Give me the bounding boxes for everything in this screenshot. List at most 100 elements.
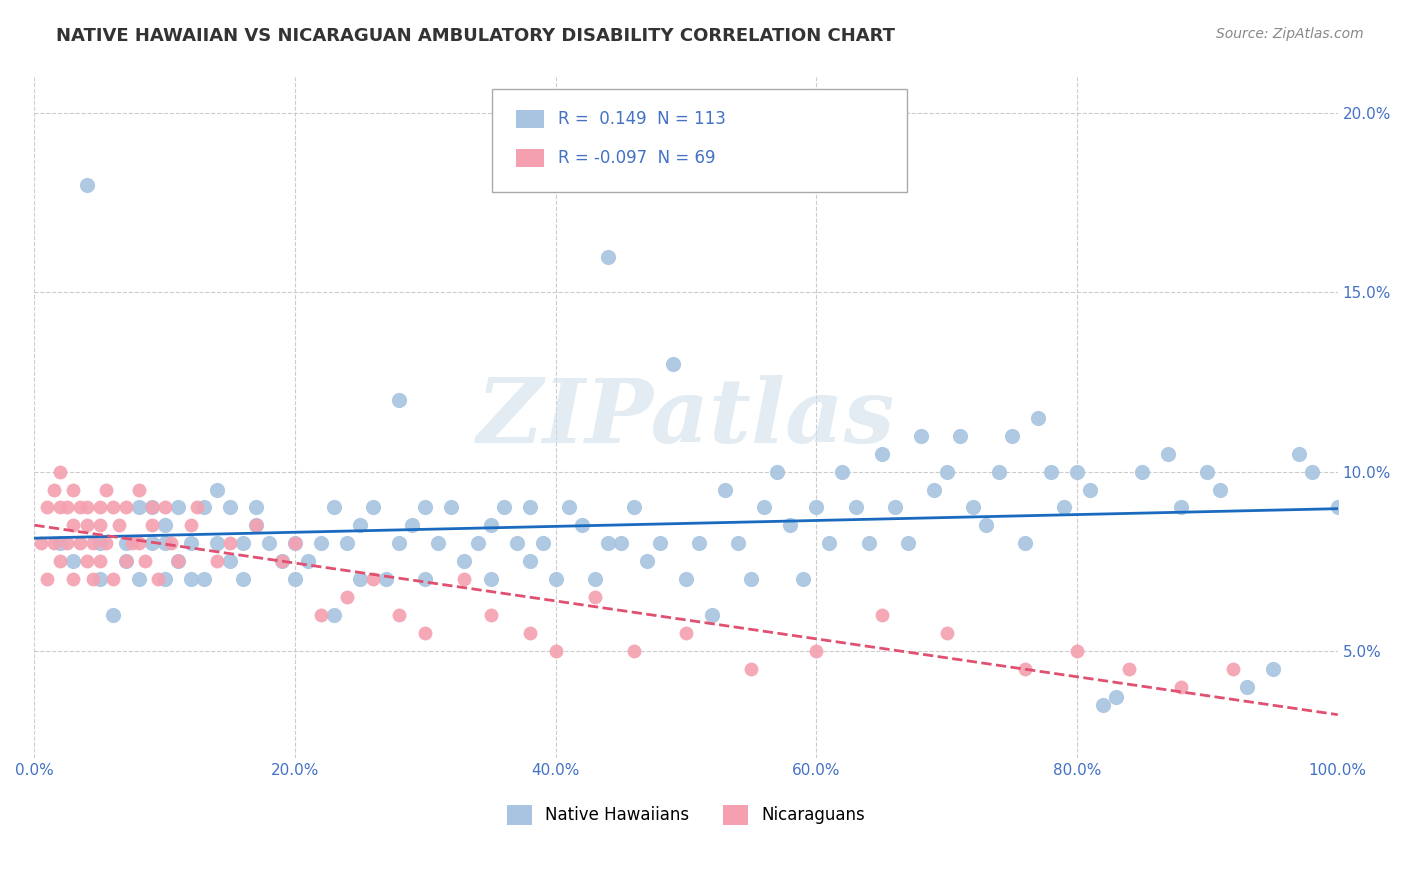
Point bbox=[623, 644, 645, 658]
Point bbox=[94, 536, 117, 550]
Point bbox=[245, 518, 267, 533]
Point bbox=[1014, 662, 1036, 676]
Point bbox=[1261, 662, 1284, 676]
Point bbox=[141, 500, 163, 515]
Point bbox=[232, 536, 254, 550]
Point bbox=[76, 518, 98, 533]
Point bbox=[388, 607, 411, 622]
Point bbox=[232, 572, 254, 586]
Point bbox=[935, 465, 957, 479]
Point bbox=[1130, 465, 1153, 479]
Point bbox=[415, 500, 437, 515]
Point bbox=[1222, 662, 1244, 676]
Point bbox=[193, 572, 215, 586]
Point bbox=[257, 536, 280, 550]
Point bbox=[336, 590, 359, 604]
Point bbox=[153, 500, 176, 515]
Point bbox=[415, 572, 437, 586]
Point bbox=[675, 626, 697, 640]
Point bbox=[1209, 483, 1232, 497]
Point bbox=[949, 429, 972, 443]
Point bbox=[361, 572, 384, 586]
Point bbox=[479, 572, 502, 586]
Text: ZIPatlas: ZIPatlas bbox=[478, 375, 894, 461]
Point bbox=[440, 500, 463, 515]
Point bbox=[766, 465, 789, 479]
Point bbox=[1092, 698, 1115, 712]
Point bbox=[1066, 644, 1088, 658]
Point bbox=[134, 554, 156, 568]
Point bbox=[974, 518, 997, 533]
Point bbox=[245, 518, 267, 533]
Point bbox=[37, 500, 59, 515]
Point bbox=[610, 536, 633, 550]
Point bbox=[42, 483, 65, 497]
Point bbox=[56, 500, 79, 515]
Point bbox=[114, 500, 136, 515]
Point bbox=[284, 572, 307, 586]
Point bbox=[1301, 465, 1323, 479]
Point bbox=[166, 500, 188, 515]
Point bbox=[388, 392, 411, 407]
Point bbox=[336, 536, 359, 550]
Point bbox=[583, 590, 606, 604]
Text: Source: ZipAtlas.com: Source: ZipAtlas.com bbox=[1216, 27, 1364, 41]
Point bbox=[531, 536, 554, 550]
Point bbox=[1001, 429, 1024, 443]
Point bbox=[1326, 500, 1348, 515]
Point bbox=[754, 500, 776, 515]
Point bbox=[180, 572, 202, 586]
Point bbox=[153, 536, 176, 550]
Point bbox=[128, 536, 150, 550]
Point bbox=[1288, 447, 1310, 461]
Point bbox=[30, 536, 52, 550]
Point bbox=[1040, 465, 1063, 479]
Point bbox=[42, 536, 65, 550]
Point bbox=[492, 500, 515, 515]
Point bbox=[69, 536, 91, 550]
Point bbox=[519, 554, 541, 568]
Point bbox=[49, 536, 72, 550]
Point bbox=[62, 483, 84, 497]
Point bbox=[740, 662, 762, 676]
Point bbox=[62, 572, 84, 586]
Point bbox=[1170, 500, 1192, 515]
Point bbox=[740, 572, 762, 586]
Point bbox=[76, 178, 98, 192]
Point bbox=[153, 518, 176, 533]
Point bbox=[596, 536, 619, 550]
Point bbox=[519, 626, 541, 640]
Point bbox=[1053, 500, 1076, 515]
Point bbox=[544, 644, 567, 658]
Point bbox=[1026, 410, 1049, 425]
Point bbox=[101, 572, 124, 586]
Point bbox=[141, 518, 163, 533]
Point bbox=[219, 554, 242, 568]
Point bbox=[166, 554, 188, 568]
Point bbox=[361, 500, 384, 515]
Point bbox=[128, 483, 150, 497]
Text: R = -0.097  N = 69: R = -0.097 N = 69 bbox=[558, 149, 716, 167]
Point bbox=[205, 536, 228, 550]
Point bbox=[141, 500, 163, 515]
Point bbox=[205, 554, 228, 568]
Point bbox=[1236, 680, 1258, 694]
Point bbox=[806, 644, 828, 658]
Point bbox=[89, 500, 111, 515]
Point bbox=[121, 536, 143, 550]
Point bbox=[108, 518, 131, 533]
Point bbox=[62, 554, 84, 568]
Point bbox=[349, 572, 371, 586]
Point bbox=[571, 518, 593, 533]
Point bbox=[675, 572, 697, 586]
Point bbox=[94, 483, 117, 497]
Point bbox=[114, 536, 136, 550]
Point bbox=[519, 500, 541, 515]
Point bbox=[219, 500, 242, 515]
Point bbox=[69, 500, 91, 515]
Text: NATIVE HAWAIIAN VS NICARAGUAN AMBULATORY DISABILITY CORRELATION CHART: NATIVE HAWAIIAN VS NICARAGUAN AMBULATORY… bbox=[56, 27, 896, 45]
Point bbox=[114, 554, 136, 568]
Point bbox=[1014, 536, 1036, 550]
Point bbox=[205, 483, 228, 497]
Point bbox=[714, 483, 737, 497]
